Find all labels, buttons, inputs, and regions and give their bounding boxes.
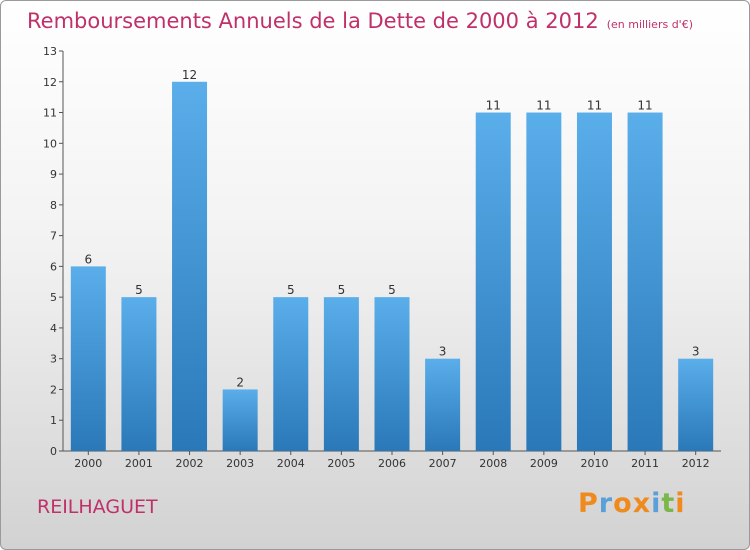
- x-tick-label-2005: 2005: [327, 457, 355, 470]
- y-tick-label: 8: [50, 199, 57, 212]
- x-tick-label-2009: 2009: [530, 457, 558, 470]
- title-text: Remboursements Annuels de la Dette de 20…: [27, 9, 599, 33]
- data-label-2002: 12: [182, 68, 197, 82]
- x-tick-label-2003: 2003: [226, 457, 254, 470]
- logo-letter: o: [613, 488, 633, 519]
- data-label-2005: 5: [338, 283, 346, 297]
- y-tick-label: 0: [50, 445, 57, 458]
- logo-letter: r: [598, 488, 614, 519]
- bar-2012: [678, 358, 714, 451]
- title-unit: (en milliers d'€): [606, 18, 693, 31]
- y-tick-label: 10: [43, 137, 57, 150]
- y-tick-label: 1: [50, 414, 57, 427]
- data-label-2001: 5: [135, 283, 143, 297]
- x-tick-label-2000: 2000: [74, 457, 102, 470]
- data-label-2003: 2: [236, 375, 244, 389]
- data-label-2004: 5: [287, 283, 295, 297]
- logo-letter: i: [675, 488, 686, 519]
- x-tick-label-2008: 2008: [479, 457, 507, 470]
- data-label-2000: 6: [84, 252, 92, 266]
- x-tick-label-2011: 2011: [631, 457, 659, 470]
- bar-2006: [374, 297, 410, 451]
- data-label-2009: 11: [536, 99, 551, 113]
- x-tick-label-2010: 2010: [580, 457, 608, 470]
- data-label-2008: 11: [486, 99, 501, 113]
- data-label-2012: 3: [692, 345, 700, 359]
- bar-2011: [627, 112, 663, 452]
- y-tick-label: 11: [43, 107, 57, 120]
- chart-title: Remboursements Annuels de la Dette de 20…: [27, 9, 693, 33]
- proxiti-logo[interactable]: Proxiti: [578, 488, 686, 519]
- bar-2010: [576, 112, 612, 452]
- x-tick-label-2006: 2006: [378, 457, 406, 470]
- y-tick-label: 5: [50, 291, 57, 304]
- y-tick-label: 7: [50, 230, 57, 243]
- y-tick-label: 3: [50, 353, 57, 366]
- bar-2004: [273, 297, 309, 451]
- y-tick-label: 9: [50, 168, 57, 181]
- y-tick-label: 4: [50, 322, 57, 335]
- x-tick-label-2002: 2002: [176, 457, 204, 470]
- bars: 6 5 12 2 5 5 5 3 11 11 11 11 3: [70, 68, 714, 452]
- data-label-2011: 11: [637, 99, 652, 113]
- logo-letter: x: [632, 488, 652, 519]
- place-name: REILHAGUET: [37, 496, 158, 518]
- x-tick-label-2007: 2007: [429, 457, 457, 470]
- x-tick-label-2012: 2012: [682, 457, 710, 470]
- logo-letter: i: [651, 488, 662, 519]
- bar-2007: [425, 358, 461, 451]
- data-label-2007: 3: [439, 345, 447, 359]
- x-tick-label-2001: 2001: [125, 457, 153, 470]
- bar-2001: [121, 297, 157, 451]
- logo-letter: t: [661, 488, 676, 519]
- y-tick-label: 13: [43, 45, 57, 58]
- bar-2003: [222, 389, 258, 451]
- bar-2008: [475, 112, 511, 452]
- x-tick-label-2004: 2004: [277, 457, 305, 470]
- bar-2000: [70, 266, 106, 451]
- bar-2005: [323, 297, 359, 451]
- bar-2009: [526, 112, 562, 452]
- y-tick-label: 6: [50, 260, 57, 273]
- logo-letter: P: [578, 488, 599, 519]
- data-label-2010: 11: [587, 99, 602, 113]
- y-tick-label: 12: [43, 76, 57, 89]
- y-tick-label: 2: [50, 383, 57, 396]
- bar-2002: [172, 81, 208, 452]
- data-label-2006: 5: [388, 283, 396, 297]
